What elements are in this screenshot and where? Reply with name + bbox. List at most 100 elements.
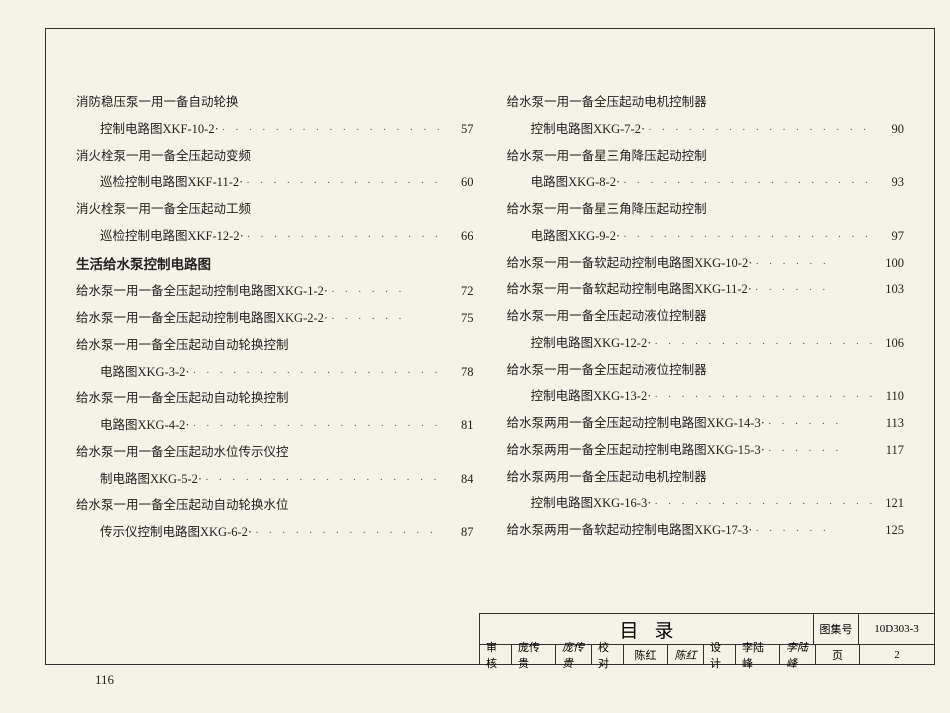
toc-entry-label: 控制电路图XKF-10-2· bbox=[76, 118, 219, 142]
toc-page-number: 72 bbox=[441, 280, 473, 304]
toc-entry: 给水泵一用一备全压起动控制电路图XKG-2-2·75 bbox=[76, 307, 473, 331]
toc-right-column: 给水泵一用一备全压起动电机控制器控制电路图XKG-7-2· 90 给水泵一用一备星三… bbox=[507, 91, 904, 564]
toc-dots bbox=[651, 494, 872, 515]
toc-entry: 控制电路图XKG-13-2·110 bbox=[507, 385, 904, 409]
toc-entry-label: 控制电路图XKG-12-2· bbox=[507, 332, 652, 356]
toc-entry: 给水泵一用一备软起动控制电路图XKG-11-2·103 bbox=[507, 278, 904, 302]
toc-dots bbox=[620, 173, 872, 194]
toc-page-number: 110 bbox=[872, 385, 904, 409]
toc-dots bbox=[752, 521, 872, 542]
toc-page-number: 103 bbox=[872, 278, 904, 302]
toc-dots bbox=[620, 227, 872, 248]
toc-entry: 控制电路图XKG-7-2· 90 bbox=[507, 118, 904, 142]
toc-entry-label: 制电路图XKG-5-2· bbox=[76, 468, 202, 492]
toc-entry-label: 给水泵一用一备软起动控制电路图XKG-10-2· bbox=[507, 252, 753, 276]
outer-page-number: 116 bbox=[95, 672, 114, 688]
toc-dots bbox=[243, 173, 441, 194]
toc-entry-label: 电路图XKG-9-2· bbox=[507, 225, 621, 249]
toc-page-number: 125 bbox=[872, 519, 904, 543]
toc-entry: 给水泵两用一备全压起动控制电路图XKG-14-3·113 bbox=[507, 412, 904, 436]
content-area: 消防稳压泵一用一备自动轮换控制电路图XKF-10-2· 57 消火栓泵一用一备全压起… bbox=[46, 29, 934, 664]
toc-heading: 给水泵两用一备全压起动电机控制器 bbox=[507, 466, 904, 490]
proof-label: 校对 bbox=[592, 645, 624, 664]
toc-dots bbox=[328, 309, 441, 330]
toc-dots bbox=[219, 120, 442, 141]
toc-entry: 巡检控制电路图XKF-11-2·60 bbox=[76, 171, 473, 195]
toc-page-number: 117 bbox=[872, 439, 904, 463]
toc-entry: 控制电路图XKF-10-2· 57 bbox=[76, 118, 473, 142]
section-title: 生活给水泵控制电路图 bbox=[76, 257, 211, 272]
toc-entry: 控制电路图XKG-12-2· 106 bbox=[507, 332, 904, 356]
toc-page-number: 78 bbox=[441, 361, 473, 385]
toc-heading: 给水泵一用一备星三角降压起动控制 bbox=[507, 198, 904, 222]
title-block-row2: 审核 庞传贵 庞传贵 校对 陈红 陈红 设计 李陆峰 李陆峰 页 2 bbox=[480, 644, 934, 664]
toc-entry-label: 巡检控制电路图XKF-11-2· bbox=[76, 171, 243, 195]
toc-entry-label: 巡检控制电路图XKF-12-2· bbox=[76, 225, 244, 249]
toc-heading: 消火栓泵一用一备全压起动变频 bbox=[76, 145, 473, 169]
toc-page-number: 57 bbox=[441, 118, 473, 142]
page-value: 2 bbox=[860, 645, 934, 664]
toc-page-number: 84 bbox=[441, 468, 473, 492]
toc-page-number: 97 bbox=[872, 225, 904, 249]
toc-entry: 电路图XKG-4-2·81 bbox=[76, 414, 473, 438]
toc-heading: 给水泵一用一备全压起动液位控制器 bbox=[507, 359, 904, 383]
check-label: 审核 bbox=[480, 645, 512, 664]
toc-page-number: 87 bbox=[441, 521, 473, 545]
toc-dots bbox=[190, 363, 442, 384]
toc-entry-label: 给水泵两用一备软起动控制电路图XKG-17-3· bbox=[507, 519, 753, 543]
check-sig: 庞传贵 bbox=[556, 645, 592, 664]
design-name: 李陆峰 bbox=[736, 645, 780, 664]
toc-entry-label: 电路图XKG-3-2· bbox=[76, 361, 190, 385]
toc-entry: 传示仪控制电路图XKG-6-2· 87 bbox=[76, 521, 473, 545]
toc-dots bbox=[651, 387, 872, 408]
toc-entry: 给水泵两用一备全压起动控制电路图XKG-15-3· 117 bbox=[507, 439, 904, 463]
design-sig: 李陆峰 bbox=[780, 645, 816, 664]
toc-entry: 电路图XKG-3-2· 78 bbox=[76, 361, 473, 385]
toc-entry: 电路图XKG-8-2· 93 bbox=[507, 171, 904, 195]
toc-entry: 控制电路图XKG-16-3·121 bbox=[507, 492, 904, 516]
toc-dots bbox=[645, 120, 872, 141]
toc-dots bbox=[765, 441, 872, 462]
toc-page-number: 106 bbox=[872, 332, 904, 356]
toc-heading: 消火栓泵一用一备全压起动工频 bbox=[76, 198, 473, 222]
toc-heading: 给水泵一用一备星三角降压起动控制 bbox=[507, 145, 904, 169]
toc-page-number: 90 bbox=[872, 118, 904, 142]
toc-heading: 给水泵一用一备全压起动电机控制器 bbox=[507, 91, 904, 115]
toc-heading: 给水泵一用一备全压起动自动轮换控制 bbox=[76, 387, 473, 411]
toc-entry-label: 控制电路图XKG-16-3· bbox=[507, 492, 652, 516]
title-block: 目录 图集号 10D303-3 审核 庞传贵 庞传贵 校对 陈红 陈红 设计 李… bbox=[479, 613, 934, 664]
toc-entry: 给水泵一用一备软起动控制电路图XKG-10-2· 100 bbox=[507, 252, 904, 276]
toc-page-number: 113 bbox=[872, 412, 904, 436]
toc-entry-label: 电路图XKG-8-2· bbox=[507, 171, 621, 195]
toc-page-number: 66 bbox=[441, 225, 473, 249]
toc-dots bbox=[752, 254, 872, 275]
toc-entry-label: 控制电路图XKG-7-2· bbox=[507, 118, 646, 142]
toc-dots bbox=[190, 416, 442, 437]
toc-heading: 给水泵一用一备全压起动自动轮换水位 bbox=[76, 494, 473, 518]
toc-page-number: 100 bbox=[872, 252, 904, 276]
toc-page-number: 93 bbox=[872, 171, 904, 195]
series-value: 10D303-3 bbox=[859, 614, 934, 644]
proof-name: 陈红 bbox=[624, 645, 668, 664]
toc-dots bbox=[328, 282, 441, 303]
toc-dots bbox=[244, 227, 442, 248]
toc-entry: 给水泵一用一备全压起动控制电路图XKG-1-2·72 bbox=[76, 280, 473, 304]
toc-heading: 消防稳压泵一用一备自动轮换 bbox=[76, 91, 473, 115]
design-label: 设计 bbox=[704, 645, 736, 664]
page-label: 页 bbox=[816, 645, 860, 664]
toc-page-number: 75 bbox=[441, 307, 473, 331]
toc-dots bbox=[252, 523, 441, 544]
toc-entry: 电路图XKG-9-2· 97 bbox=[507, 225, 904, 249]
toc-heading: 给水泵一用一备全压起动水位传示仪控 bbox=[76, 441, 473, 465]
page-frame: 消防稳压泵一用一备自动轮换控制电路图XKF-10-2· 57 消火栓泵一用一备全压起… bbox=[45, 28, 935, 665]
toc-entry-label: 给水泵两用一备全压起动控制电路图XKG-15-3· bbox=[507, 439, 765, 463]
toc-dots bbox=[651, 334, 872, 355]
toc-entry-label: 传示仪控制电路图XKG-6-2· bbox=[76, 521, 252, 545]
series-label: 图集号 bbox=[814, 614, 859, 644]
toc-heading: 给水泵一用一备全压起动液位控制器 bbox=[507, 305, 904, 329]
toc-entry: 制电路图XKG-5-2· 84 bbox=[76, 468, 473, 492]
toc-left-column: 消防稳压泵一用一备自动轮换控制电路图XKF-10-2· 57 消火栓泵一用一备全压起… bbox=[76, 91, 473, 564]
toc-dots bbox=[202, 470, 441, 491]
toc-entry: 巡检控制电路图XKF-12-2· 66 bbox=[76, 225, 473, 249]
toc-entry-label: 电路图XKG-4-2· bbox=[76, 414, 190, 438]
